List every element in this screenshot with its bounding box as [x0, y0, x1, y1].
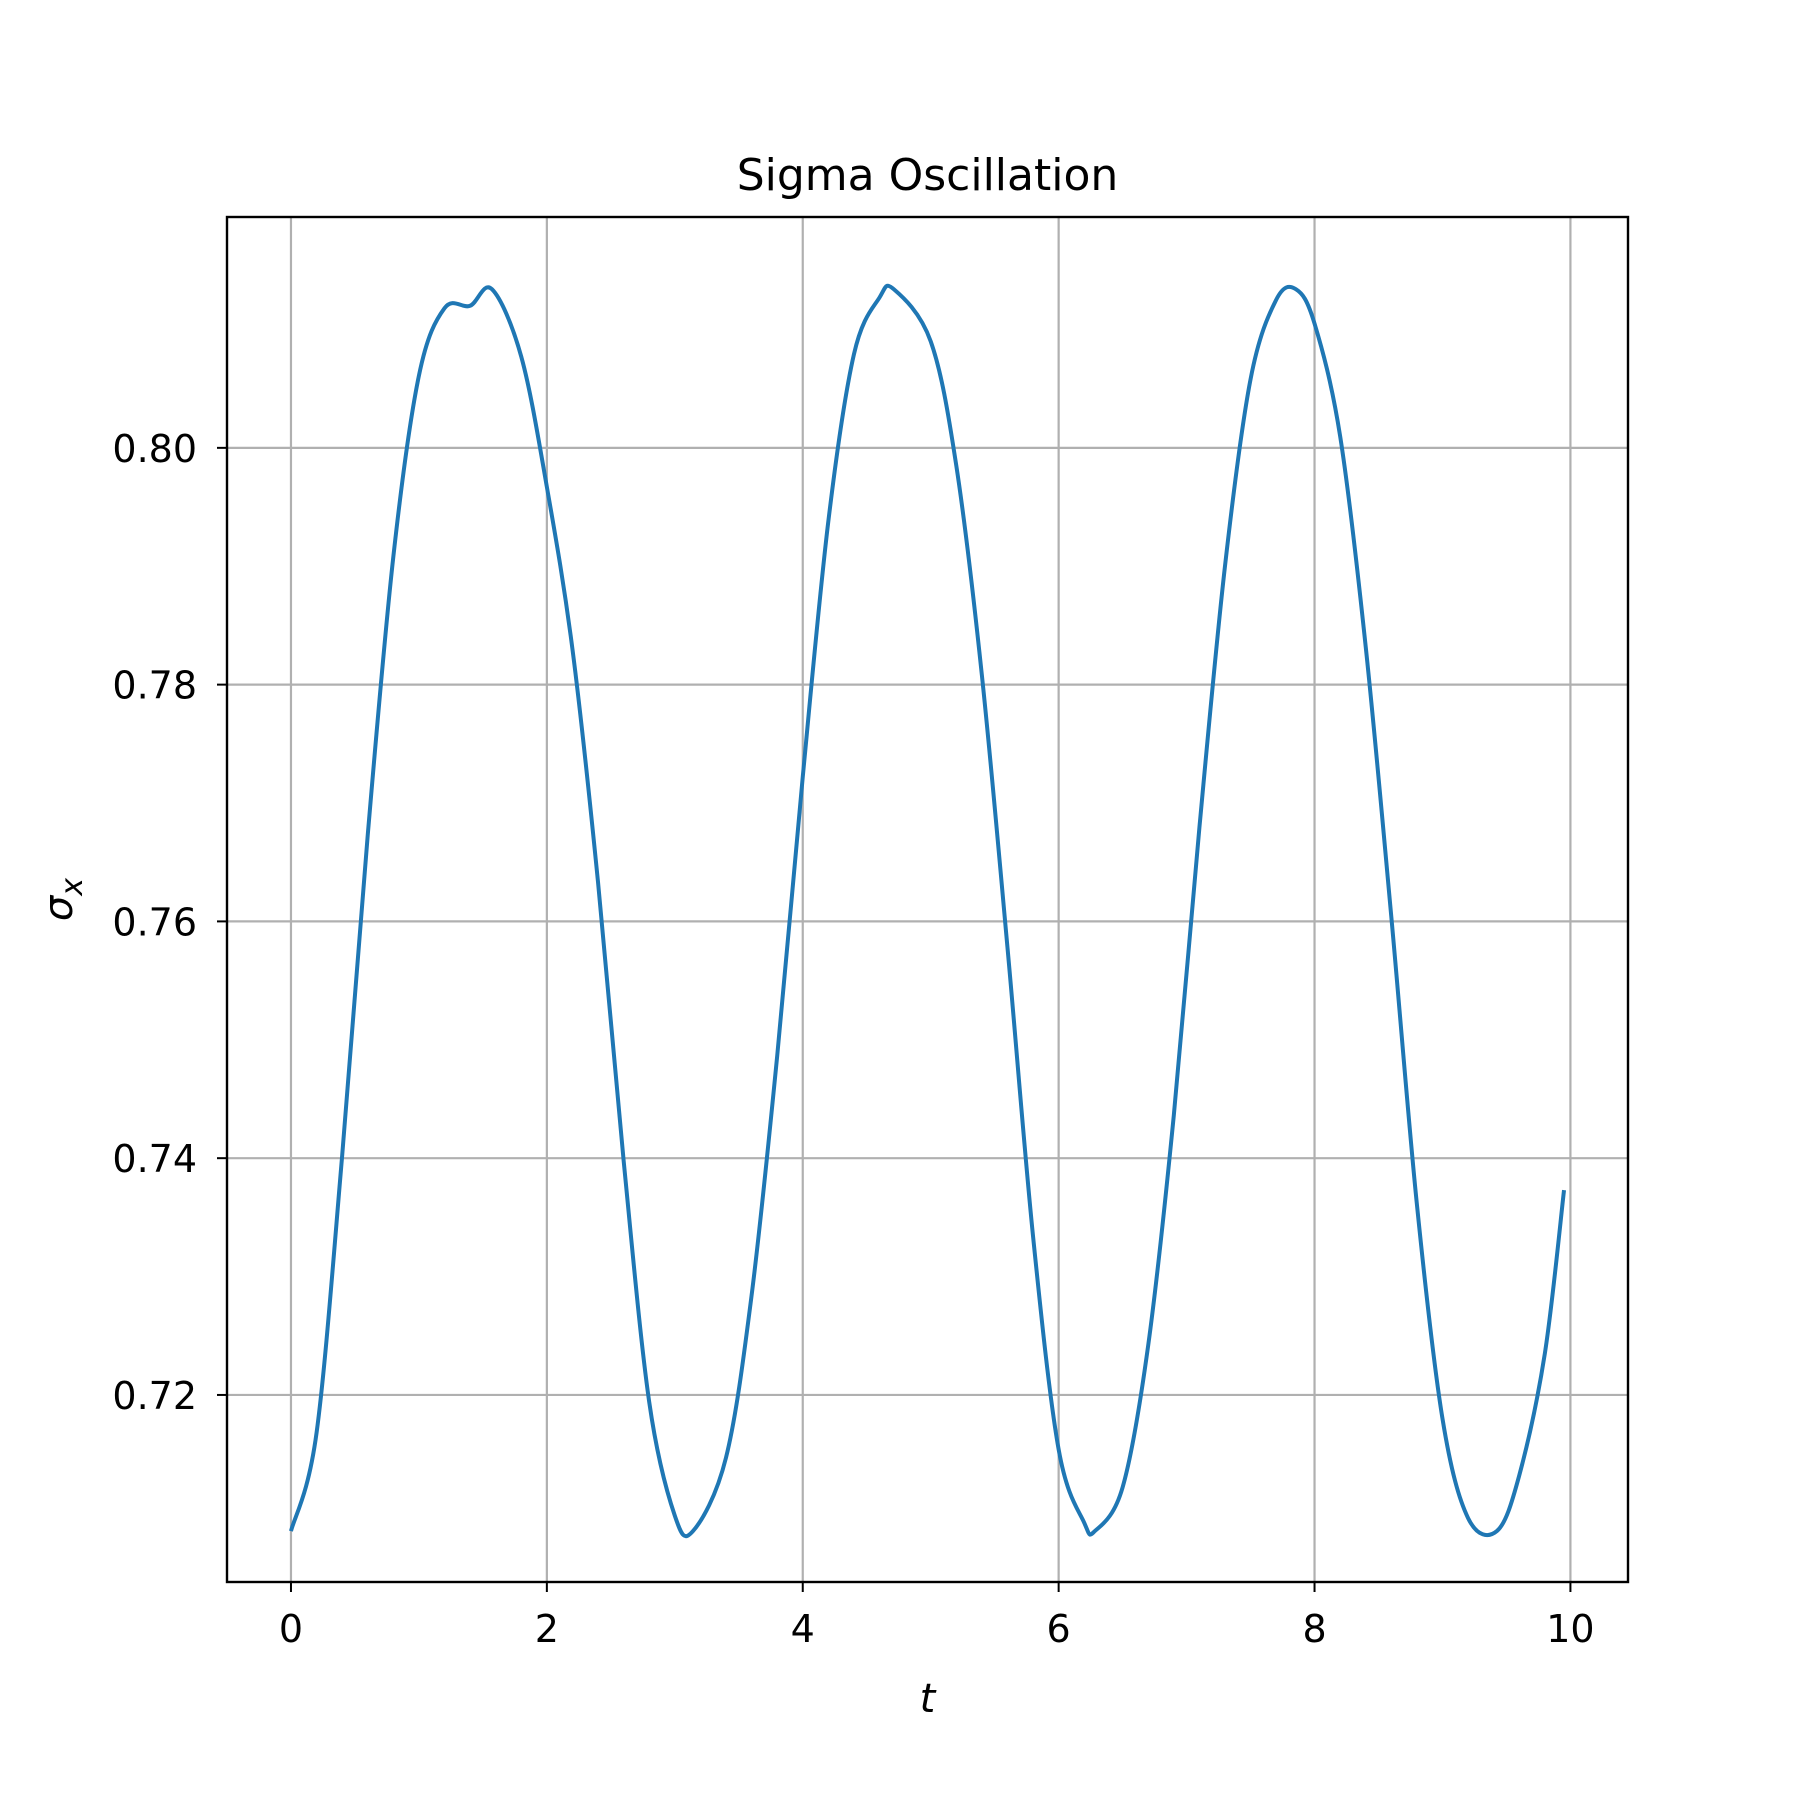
y-tick-label: 0.72 — [112, 1374, 197, 1418]
y-tick-label: 0.76 — [112, 900, 197, 944]
series-line — [289, 283, 1567, 1539]
x-axis-label: t — [920, 1676, 937, 1722]
y-tick-label: 0.78 — [112, 664, 197, 708]
x-tick-label: 6 — [1047, 1607, 1071, 1651]
y-axis-label-base: σ — [36, 894, 82, 921]
plot-frame — [225, 215, 1630, 1584]
y-tick-label: 0.74 — [112, 1137, 197, 1181]
x-tick-label: 0 — [279, 1607, 303, 1651]
series-layer — [289, 283, 1567, 1539]
tick-labels: 0 2 4 6 8 10 0.72 0.74 0.76 0.78 0.80 — [112, 427, 1594, 1651]
x-tick-label: 4 — [791, 1607, 815, 1651]
y-axis-label-subscript: x — [55, 878, 90, 897]
grid — [227, 217, 1628, 1582]
x-tick-label: 2 — [535, 1607, 559, 1651]
x-tick-label: 10 — [1546, 1607, 1594, 1651]
x-tick-label: 8 — [1302, 1607, 1326, 1651]
tick-marks — [217, 446, 1572, 1592]
chart-title: Sigma Oscillation — [737, 150, 1119, 201]
y-tick-label: 0.80 — [112, 427, 197, 471]
y-axis-label: σx — [36, 878, 90, 921]
